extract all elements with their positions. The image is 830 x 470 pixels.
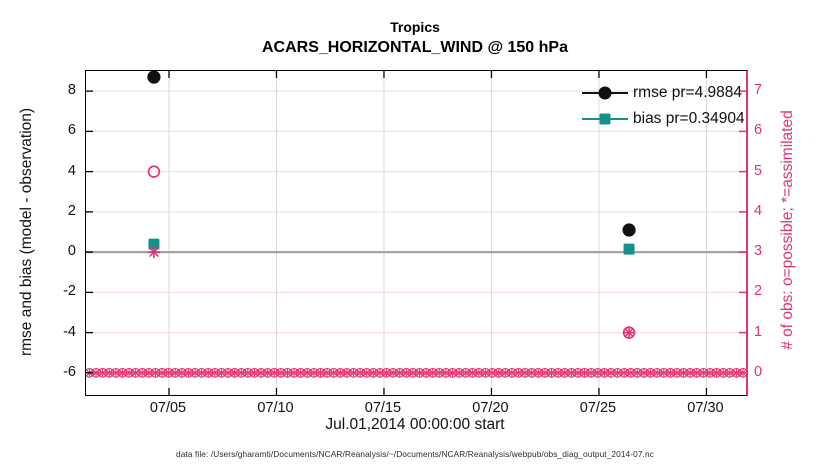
y-left-tick-label: 6: [67, 122, 76, 139]
x-tick-label: 07/25: [579, 400, 617, 416]
x-tick-label: 07/05: [149, 400, 187, 416]
y-axis-label-right: # of obs: o=possible; *=assimilated: [779, 110, 796, 350]
legend-item-rmse: rmse pr=4.9884: [582, 80, 745, 106]
y-left-tick-label: 2: [67, 202, 76, 219]
y-right-tick-label: 4: [754, 202, 763, 219]
y-right-tick-label: 5: [754, 162, 763, 179]
y-right-tick-label: 6: [754, 122, 763, 139]
legend: rmse pr=4.9884 bias pr=0.34904: [582, 80, 745, 132]
y-left-tick-label: 8: [67, 82, 76, 99]
bias-square-marker-icon: [599, 113, 611, 125]
y-left-tick-label: -6: [63, 363, 76, 380]
y-right-tick-label: 1: [754, 323, 763, 340]
y-left-tick-label: 0: [67, 243, 76, 260]
legend-item-bias: bias pr=0.34904: [582, 106, 745, 132]
legend-label-bias: bias pr=0.34904: [633, 110, 745, 127]
y-axis-label-left: rmse and bias (model - observation): [18, 107, 35, 357]
y-left-tick-label: -4: [63, 323, 76, 340]
y-left-tick-label: 4: [67, 162, 76, 179]
y-right-tick-label: 2: [754, 283, 763, 300]
rmse-circle-marker-icon: [598, 86, 612, 100]
x-axis-label: Jul.01,2014 00:00:00 start: [325, 416, 505, 433]
plot-area: [85, 70, 748, 396]
x-tick-label: 07/20: [472, 400, 509, 416]
y-right-tick-label: 3: [754, 243, 763, 260]
figure-subtitle: ACARS_HORIZONTAL_WIND @ 150 hPa: [261, 38, 568, 56]
y-left-tick-label: -2: [63, 283, 76, 300]
legend-line-rmse: [582, 86, 628, 100]
legend-label-rmse: rmse pr=4.9884: [633, 84, 742, 101]
x-tick-label: 07/10: [257, 400, 294, 416]
chart-svg: [86, 71, 746, 395]
footer-datafile: data file: /Users/gharamti/Documents/NCA…: [176, 449, 654, 459]
x-tick-label: 07/15: [364, 400, 402, 416]
y-right-tick-label: 7: [754, 82, 763, 99]
x-tick-label: 07/30: [687, 400, 724, 416]
y-right-tick-label: 0: [754, 363, 763, 380]
figure-title: Tropics: [390, 19, 440, 35]
legend-line-bias: [582, 113, 628, 125]
title-block: Tropics ACARS_HORIZONTAL_WIND @ 150 hPa: [85, 19, 745, 58]
